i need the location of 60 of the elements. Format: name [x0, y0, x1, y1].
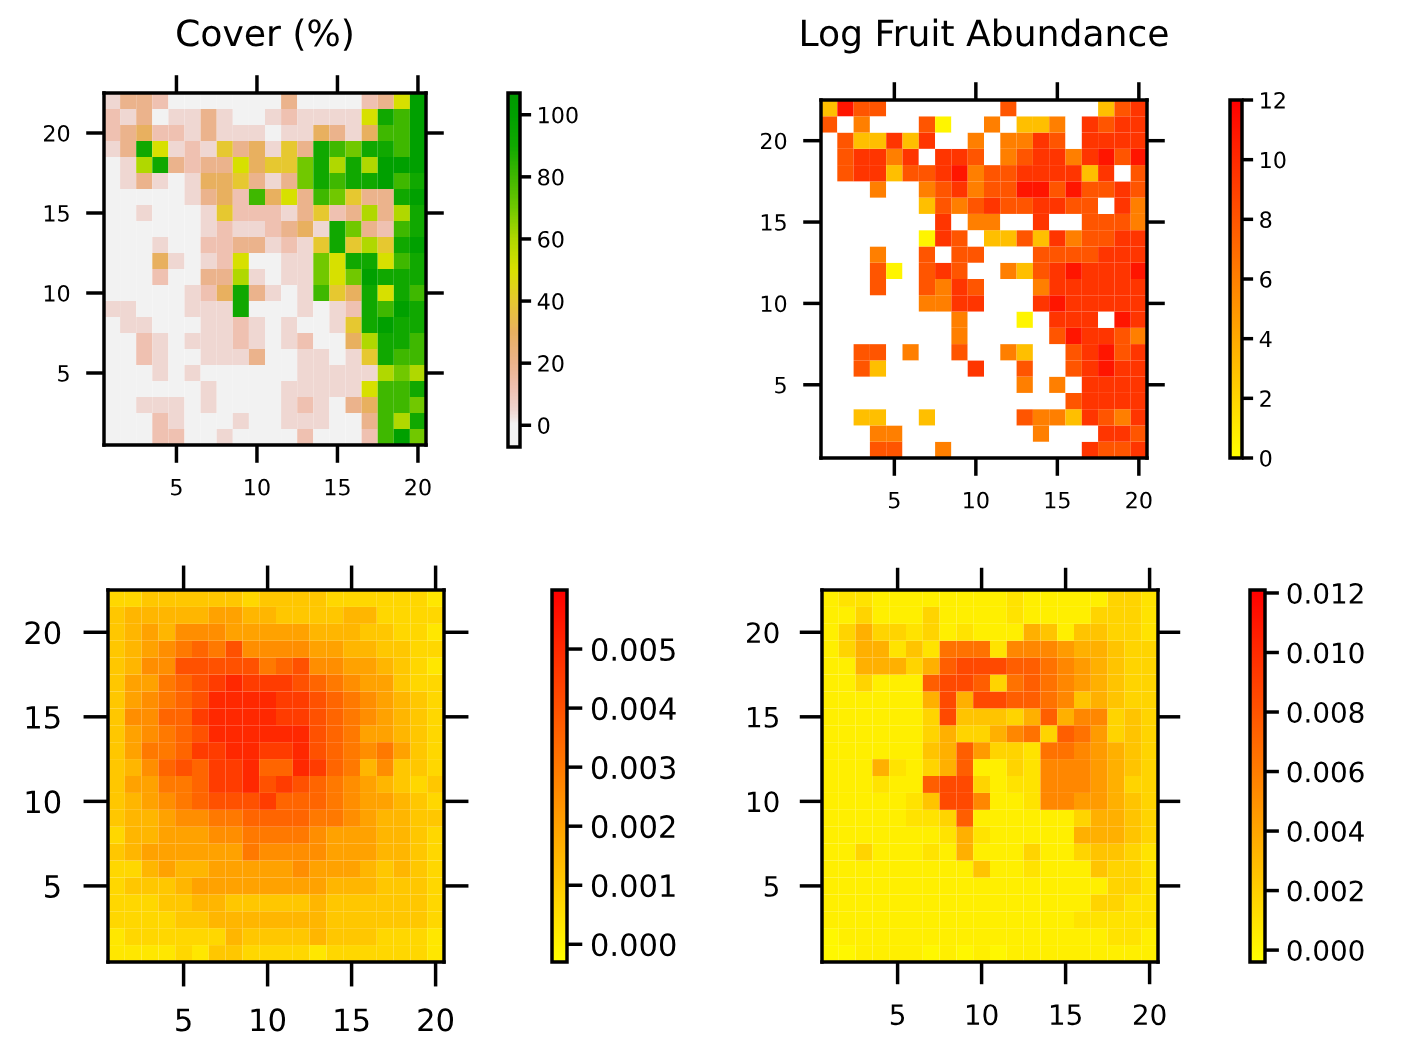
y-tick-label: 20 [761, 132, 787, 150]
color-bar-label: 20 [538, 355, 564, 372]
y-tick-label: 10 [44, 284, 70, 302]
color-bar-label: 0.008 [1287, 701, 1364, 723]
color-bar-label: 0 [1260, 449, 1272, 467]
color-bar-label: 0.004 [591, 697, 676, 721]
color-bar-label: 0.004 [1287, 820, 1364, 842]
color-bar-label: 8 [1260, 211, 1272, 229]
x-tick-label: 10 [964, 491, 989, 509]
x-tick-label: 15 [1050, 1004, 1081, 1026]
color-bar-label: 100 [539, 106, 578, 124]
color-bar-label: 0.002 [591, 815, 675, 839]
y-tick-label: 15 [748, 707, 778, 728]
y-tick-label: 5 [58, 365, 69, 382]
color-bar-label: 0.000 [591, 933, 676, 957]
x-tick-label: 15 [1045, 492, 1070, 509]
y-tick-label: 15 [761, 214, 786, 231]
color-bar-label: 10 [1261, 151, 1286, 169]
color-bar-label: 60 [538, 230, 564, 248]
y-tick-label: 5 [775, 377, 786, 394]
y-tick-label: 5 [45, 875, 60, 898]
y-tick-label: 20 [25, 621, 61, 645]
x-tick-label: 10 [966, 1004, 998, 1026]
y-tick-label: 10 [26, 790, 61, 814]
color-bar-label: 2 [1260, 390, 1271, 407]
y-tick-label: 15 [26, 706, 60, 729]
x-tick-label: 5 [890, 1004, 905, 1026]
color-bar-label: 0.002 [1287, 880, 1363, 902]
color-bar-label: 0.010 [1287, 642, 1364, 664]
y-tick-label: 20 [747, 622, 779, 644]
x-tick-label: 10 [245, 478, 270, 496]
color-bar-label: 0.005 [591, 637, 675, 662]
color-bar-label: 0.012 [1287, 582, 1363, 604]
chart-title: Cover (%) [177, 18, 352, 51]
y-tick-label: 15 [44, 205, 69, 222]
x-tick-label: 5 [171, 479, 182, 496]
color-bar-label: 6 [1260, 270, 1272, 288]
color-bar-label: 0.001 [591, 874, 675, 898]
chart-title: Log Fruit Abundance [802, 18, 1168, 54]
x-tick-label: 20 [418, 1008, 454, 1032]
y-tick-label: 10 [748, 791, 779, 813]
x-tick-label: 20 [1126, 491, 1152, 509]
color-bar-label: 0 [538, 417, 550, 435]
color-bar-label: 40 [537, 293, 564, 310]
x-tick-label: 15 [335, 1008, 369, 1032]
x-tick-label: 10 [251, 1008, 286, 1032]
y-tick-label: 10 [761, 295, 787, 313]
color-bar-label: 0.000 [1287, 940, 1364, 962]
x-tick-label: 20 [405, 478, 431, 496]
x-tick-label: 5 [176, 1008, 191, 1032]
color-bar-label: 4 [1259, 330, 1272, 348]
color-bar-label: 0.006 [1287, 761, 1364, 783]
x-tick-label: 5 [889, 492, 900, 509]
y-tick-label: 5 [764, 876, 778, 897]
y-tick-label: 20 [44, 124, 70, 142]
x-tick-label: 15 [325, 479, 350, 496]
x-tick-label: 20 [1133, 1004, 1166, 1026]
color-bar-label: 80 [538, 168, 564, 186]
color-bar-label: 12 [1261, 91, 1285, 109]
color-bar-label: 0.003 [591, 756, 675, 780]
